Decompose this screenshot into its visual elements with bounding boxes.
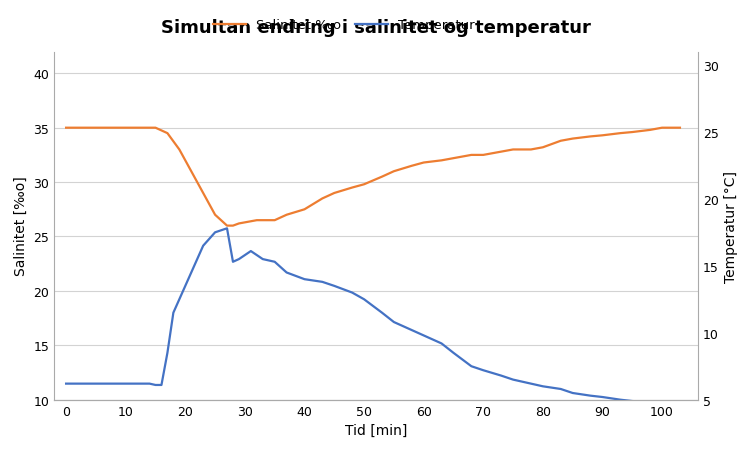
Salinitet ‰o <box>496 150 505 155</box>
Salinitet ‰o <box>330 191 339 196</box>
Salinitet ‰o <box>628 130 637 135</box>
Salinitet ‰o <box>526 147 535 153</box>
Line: Salinitet ‰o: Salinitet ‰o <box>66 129 680 226</box>
Temperatur <box>157 382 166 388</box>
Temperatur <box>247 249 256 254</box>
Temperatur <box>229 259 238 265</box>
Salinitet ‰o <box>282 212 291 218</box>
Salinitet ‰o <box>556 139 566 144</box>
Salinitet ‰o <box>408 164 417 169</box>
Salinitet ‰o <box>437 158 446 164</box>
Temperatur <box>526 381 535 387</box>
Temperatur <box>151 382 160 388</box>
Temperatur <box>241 253 250 258</box>
Temperatur <box>657 401 666 406</box>
Salinitet ‰o <box>186 169 196 175</box>
Salinitet ‰o <box>121 126 130 131</box>
Salinitet ‰o <box>359 182 368 188</box>
Salinitet ‰o <box>235 221 244 227</box>
Temperatur <box>556 387 566 392</box>
Salinitet ‰o <box>151 126 160 131</box>
Salinitet ‰o <box>449 156 458 161</box>
Salinitet ‰o <box>508 147 517 153</box>
Salinitet ‰o <box>92 126 101 131</box>
Temperatur <box>270 259 279 265</box>
Temperatur <box>437 341 446 346</box>
Temperatur <box>449 350 458 356</box>
Temperatur <box>163 350 172 356</box>
Temperatur <box>235 257 244 262</box>
Temperatur <box>646 400 655 405</box>
Temperatur <box>121 381 130 387</box>
Salinitet ‰o <box>646 128 655 133</box>
Temperatur <box>92 381 101 387</box>
Salinitet ‰o <box>174 147 183 153</box>
Salinitet ‰o <box>252 218 261 223</box>
Temperatur <box>145 381 154 387</box>
Salinitet ‰o <box>657 126 666 131</box>
Temperatur <box>419 333 428 338</box>
Salinitet ‰o <box>598 133 607 139</box>
Temperatur <box>616 397 625 402</box>
Temperatur <box>223 226 232 231</box>
Salinitet ‰o <box>569 137 578 142</box>
Temperatur <box>318 280 327 285</box>
Salinitet ‰o <box>229 223 238 229</box>
Temperatur <box>252 253 261 258</box>
Temperatur <box>390 320 399 325</box>
Temperatur <box>347 290 356 295</box>
Temperatur <box>258 257 267 262</box>
Salinitet ‰o <box>479 153 488 158</box>
Legend: Salinitet ‰o, Temperatur: Salinitet ‰o, Temperatur <box>208 14 480 37</box>
Salinitet ‰o <box>300 207 309 212</box>
Temperatur <box>569 391 578 396</box>
Temperatur <box>62 381 71 387</box>
Line: Temperatur: Temperatur <box>66 229 680 404</box>
Title: Simultan endring i salinitet og temperatur: Simultan endring i salinitet og temperat… <box>161 19 591 37</box>
Salinitet ‰o <box>223 223 232 229</box>
Temperatur <box>199 244 208 249</box>
Temperatur <box>479 368 488 373</box>
Salinitet ‰o <box>538 145 547 151</box>
Temperatur <box>282 270 291 276</box>
Y-axis label: Temperatur [°C]: Temperatur [°C] <box>724 170 738 282</box>
Temperatur <box>675 401 684 406</box>
Temperatur <box>300 277 309 282</box>
Salinitet ‰o <box>467 153 476 158</box>
Y-axis label: Salinitet [‰o]: Salinitet [‰o] <box>14 176 28 276</box>
Temperatur <box>586 393 595 399</box>
Salinitet ‰o <box>199 191 208 196</box>
Temperatur <box>186 270 196 276</box>
Temperatur <box>174 297 183 302</box>
Temperatur <box>211 230 220 235</box>
Salinitet ‰o <box>270 218 279 223</box>
Salinitet ‰o <box>378 175 387 180</box>
X-axis label: Tid [min]: Tid [min] <box>345 423 407 437</box>
Temperatur <box>628 398 637 404</box>
Temperatur <box>408 327 417 333</box>
Salinitet ‰o <box>62 126 71 131</box>
Salinitet ‰o <box>616 131 625 137</box>
Salinitet ‰o <box>419 161 428 166</box>
Salinitet ‰o <box>163 131 172 137</box>
Salinitet ‰o <box>318 196 327 202</box>
Salinitet ‰o <box>347 185 356 191</box>
Temperatur <box>496 373 505 378</box>
Salinitet ‰o <box>211 212 220 218</box>
Salinitet ‰o <box>241 220 250 226</box>
Temperatur <box>508 377 517 382</box>
Temperatur <box>169 310 178 316</box>
Temperatur <box>598 395 607 400</box>
Temperatur <box>330 284 339 289</box>
Salinitet ‰o <box>675 126 684 131</box>
Salinitet ‰o <box>390 169 399 175</box>
Temperatur <box>538 384 547 389</box>
Temperatur <box>378 310 387 316</box>
Temperatur <box>359 297 368 302</box>
Temperatur <box>467 364 476 369</box>
Salinitet ‰o <box>586 134 595 140</box>
